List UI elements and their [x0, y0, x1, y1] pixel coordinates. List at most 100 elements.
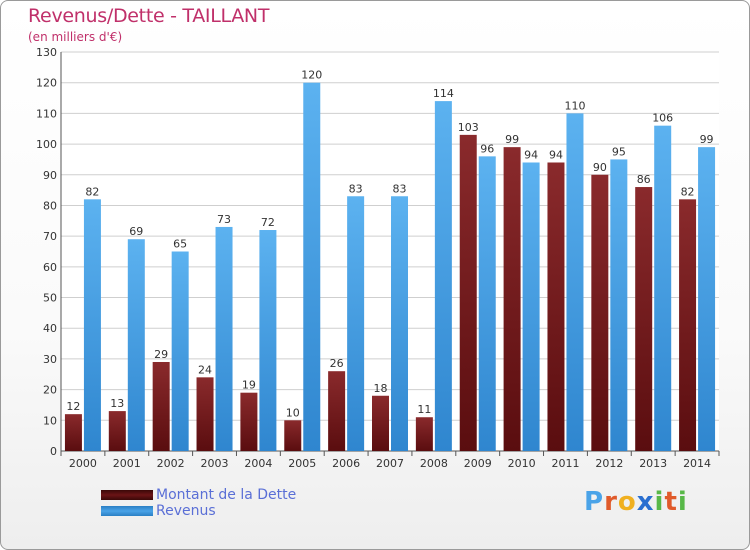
y-tick-label: 70	[43, 230, 57, 243]
bar-dette	[108, 411, 126, 451]
legend-swatch-dette	[101, 490, 153, 500]
x-tick-label: 2014	[683, 457, 711, 470]
x-tick-label: 2006	[332, 457, 360, 470]
proxiti-logo: Proxiti	[584, 487, 688, 517]
bar-dette	[635, 187, 653, 452]
logo-letter: o	[617, 487, 637, 517]
bar-revenus	[347, 196, 365, 451]
data-label-revenus: 96	[480, 142, 494, 155]
y-tick-label: 20	[43, 384, 57, 397]
bar-revenus	[434, 101, 452, 451]
data-label-dette: 86	[637, 173, 651, 186]
x-tick-label: 2007	[376, 457, 404, 470]
bar-dette	[547, 162, 565, 451]
data-label-dette: 10	[286, 406, 300, 419]
data-label-dette: 19	[242, 379, 256, 392]
data-label-revenus: 120	[301, 69, 322, 82]
x-tick-label: 2001	[113, 457, 141, 470]
data-label-dette: 103	[458, 121, 479, 134]
x-tick-label: 2005	[288, 457, 316, 470]
bar-dette	[152, 361, 170, 451]
bar-revenus	[698, 147, 716, 451]
bar-dette	[196, 377, 214, 451]
x-tick-label: 2010	[508, 457, 536, 470]
data-label-dette: 82	[681, 185, 695, 198]
y-tick-label: 30	[43, 353, 57, 366]
x-tick-label: 2013	[639, 457, 667, 470]
bar-dette	[503, 147, 521, 451]
logo-letter: r	[604, 487, 618, 517]
data-label-dette: 12	[66, 400, 80, 413]
y-tick-label: 50	[43, 292, 57, 305]
data-label-revenus: 83	[393, 182, 407, 195]
data-label-dette: 11	[417, 403, 431, 416]
data-label-revenus: 110	[564, 99, 585, 112]
data-label-revenus: 114	[433, 87, 454, 100]
data-label-dette: 18	[374, 382, 388, 395]
logo-letter: i	[677, 487, 688, 517]
y-tick-label: 10	[43, 414, 57, 427]
bar-revenus	[391, 196, 408, 451]
data-label-dette: 90	[593, 161, 607, 174]
bar-dette	[372, 395, 389, 451]
data-label-revenus: 99	[700, 133, 714, 146]
x-tick-label: 2009	[464, 457, 492, 470]
data-label-revenus: 73	[217, 213, 231, 226]
bar-dette	[459, 134, 477, 451]
bar-dette	[679, 199, 697, 451]
x-tick-label: 2011	[551, 457, 579, 470]
logo-letter: P	[584, 487, 605, 517]
data-label-revenus: 83	[349, 182, 363, 195]
y-tick-label: 80	[43, 199, 57, 212]
bar-revenus	[83, 199, 101, 451]
bar-dette	[591, 174, 609, 451]
legend-item-revenus: Revenus	[101, 503, 341, 519]
data-label-dette: 26	[330, 357, 344, 370]
y-tick-label: 40	[43, 322, 57, 335]
bar-revenus	[303, 82, 321, 451]
data-label-dette: 24	[198, 363, 212, 376]
y-tick-label: 60	[43, 261, 57, 274]
bar-revenus	[566, 113, 584, 451]
bar-revenus	[215, 226, 233, 451]
x-tick-label: 2008	[420, 457, 448, 470]
bar-revenus	[259, 230, 277, 451]
chart-title: Revenus/Dette - TAILLANT	[28, 5, 270, 27]
bar-revenus	[478, 156, 496, 451]
data-label-dette: 94	[549, 148, 563, 161]
data-label-revenus: 69	[129, 225, 143, 238]
legend: Montant de la Dette Revenus	[101, 487, 341, 519]
y-tick-label: 120	[36, 77, 57, 90]
legend-item-dette: Montant de la Dette	[101, 487, 341, 503]
data-label-revenus: 94	[524, 148, 538, 161]
chart-subtitle: (en milliers d'€)	[28, 30, 123, 44]
plot-area	[61, 52, 719, 451]
data-label-dette: 99	[505, 133, 519, 146]
data-label-revenus: 65	[173, 238, 187, 251]
bar-dette	[284, 420, 302, 451]
legend-swatch-revenus	[101, 506, 153, 516]
bar-dette	[64, 414, 82, 451]
x-tick-label: 2002	[157, 457, 185, 470]
y-tick-label: 0	[50, 445, 57, 458]
legend-label-dette: Montant de la Dette	[156, 487, 297, 503]
bar-revenus	[522, 162, 540, 451]
bar-dette	[415, 417, 433, 451]
data-label-revenus: 82	[85, 185, 99, 198]
data-label-revenus: 72	[261, 216, 275, 229]
x-tick-label: 2004	[244, 457, 272, 470]
bar-dette	[328, 371, 346, 451]
data-label-dette: 13	[110, 397, 124, 410]
logo-letter: t	[664, 487, 678, 517]
bar-dette	[240, 392, 258, 451]
bar-revenus	[654, 125, 672, 452]
data-label-revenus: 95	[612, 145, 626, 158]
data-label-revenus: 106	[652, 112, 673, 125]
bar-revenus	[610, 159, 628, 451]
x-tick-label: 2000	[69, 457, 97, 470]
x-tick-label: 2003	[201, 457, 229, 470]
data-label-dette: 29	[154, 348, 168, 361]
y-tick-label: 90	[43, 169, 57, 182]
bar-revenus	[171, 251, 189, 451]
